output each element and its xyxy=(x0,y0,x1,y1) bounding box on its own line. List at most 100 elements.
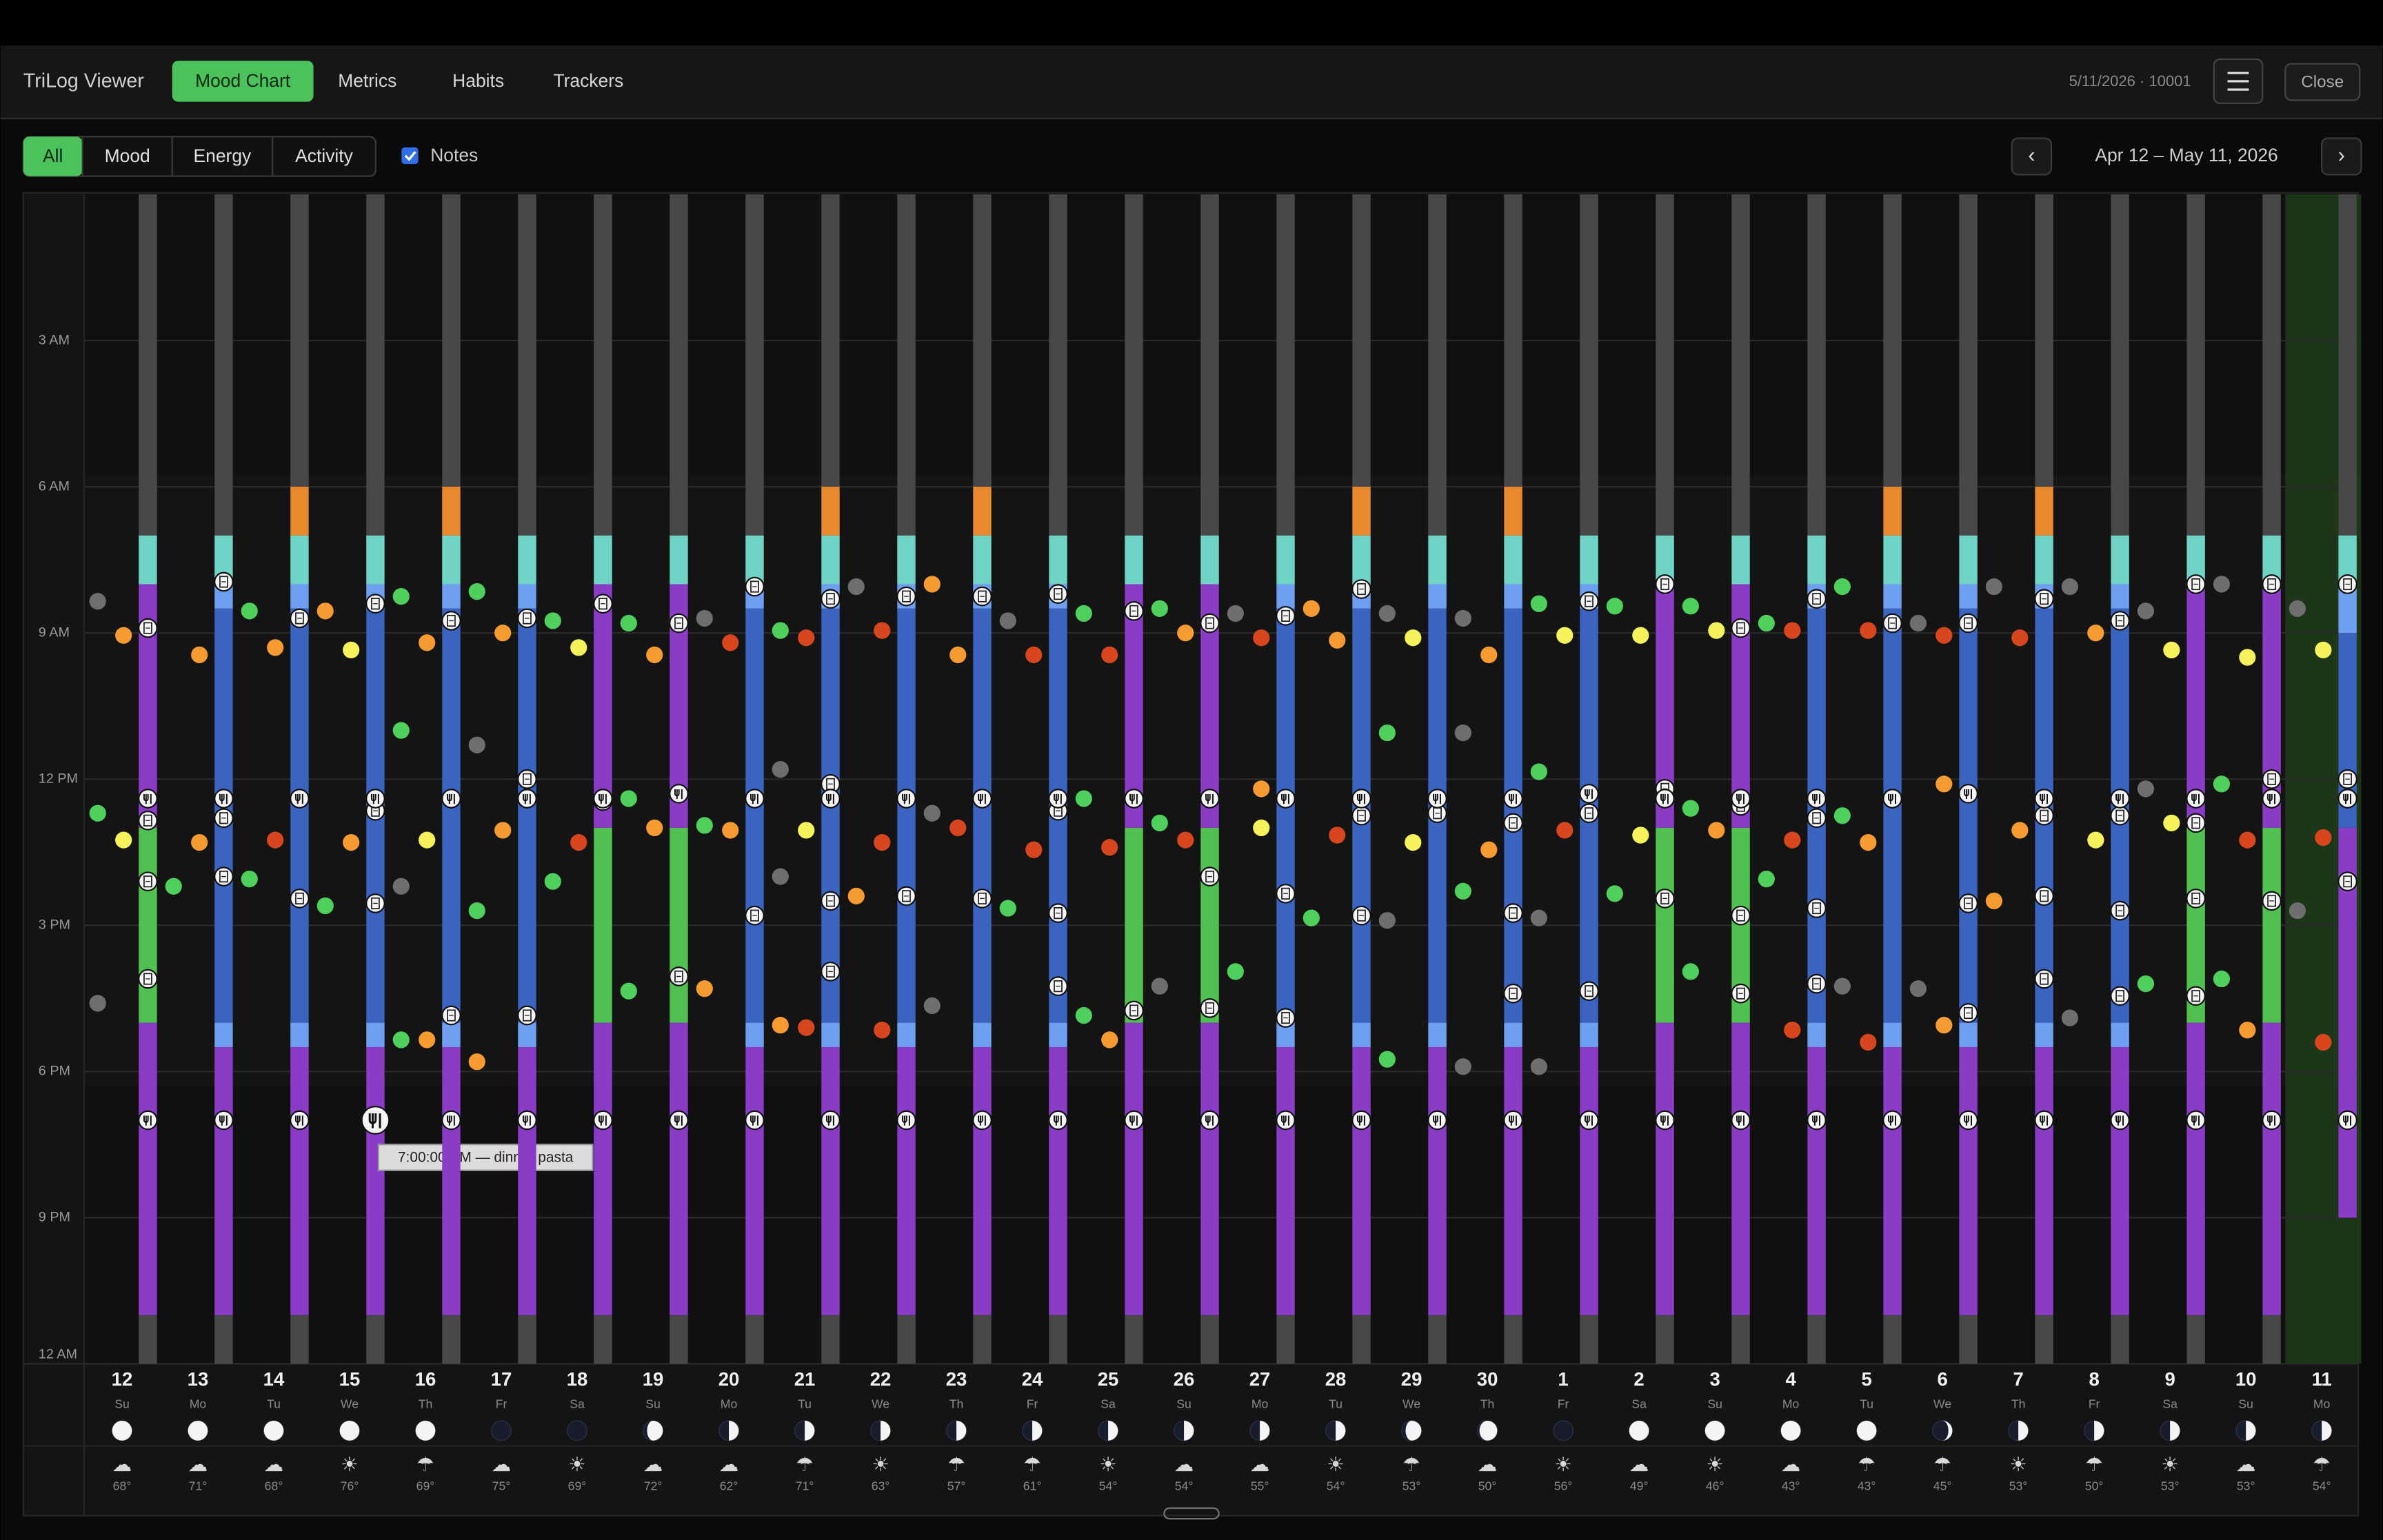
meal-icon[interactable] xyxy=(1579,784,1599,804)
meal-icon[interactable] xyxy=(1731,1110,1751,1131)
meal-icon[interactable] xyxy=(821,789,841,809)
meal-icon[interactable] xyxy=(1351,1110,1371,1131)
meal-icon[interactable] xyxy=(138,789,158,809)
meal-icon[interactable] xyxy=(669,1110,689,1131)
meal-icon[interactable] xyxy=(2186,789,2206,809)
segment xyxy=(366,1315,385,1364)
meal-icon[interactable] xyxy=(2110,789,2130,809)
meal-icon[interactable] xyxy=(1731,789,1751,809)
filter[interactable]: Mood xyxy=(81,136,150,176)
meal-icon[interactable] xyxy=(593,789,613,809)
meal-icon[interactable] xyxy=(1124,789,1144,809)
meal-icon[interactable] xyxy=(441,1110,461,1131)
filter[interactable]: Activity xyxy=(271,136,354,176)
notes-toggle[interactable]: Notes xyxy=(401,145,478,165)
note-doc xyxy=(1736,622,1745,634)
meal-icon[interactable] xyxy=(517,1110,537,1131)
meal-icon[interactable] xyxy=(517,789,537,809)
meal-icon[interactable] xyxy=(290,1110,310,1131)
meal-icon[interactable] xyxy=(1503,1110,1523,1131)
meal-icon[interactable] xyxy=(290,789,310,809)
meal-icon[interactable] xyxy=(593,1110,613,1131)
weather-icon: ☁ xyxy=(643,1452,663,1476)
note-doc xyxy=(1585,595,1593,607)
meal-icon[interactable] xyxy=(1200,789,1220,809)
filter[interactable]: All xyxy=(23,136,83,176)
meal-icon[interactable] xyxy=(1503,789,1523,809)
meal-icon[interactable] xyxy=(669,784,689,804)
prev-button[interactable]: ‹ xyxy=(2011,137,2053,176)
meal-icon[interactable] xyxy=(745,1110,765,1131)
segment xyxy=(973,194,992,487)
meal-icon[interactable] xyxy=(1655,789,1675,809)
filter-label: All xyxy=(43,145,63,166)
meal-icon[interactable] xyxy=(1048,1110,1068,1131)
mood-dot xyxy=(1253,629,1270,647)
mood-dot xyxy=(468,902,485,920)
meal-icon[interactable] xyxy=(1200,1110,1220,1131)
segment xyxy=(2186,194,2205,536)
meal-icon[interactable] xyxy=(1958,784,1978,804)
meal-icon[interactable] xyxy=(214,789,234,809)
tab[interactable]: Trackers xyxy=(553,70,623,91)
note-icon xyxy=(1276,1008,1296,1028)
meal-icon[interactable] xyxy=(2034,1110,2054,1131)
moon xyxy=(870,1420,892,1441)
resize-handle[interactable] xyxy=(1163,1507,1220,1520)
meal-icon[interactable] xyxy=(214,1110,234,1131)
segment xyxy=(1428,584,1447,609)
meal-icon[interactable] xyxy=(365,789,385,809)
meal-icon[interactable] xyxy=(361,1106,390,1135)
meal-icon[interactable] xyxy=(1427,789,1447,809)
segment xyxy=(2035,1315,2053,1364)
meal-icon[interactable] xyxy=(441,789,461,809)
meal-icon[interactable] xyxy=(1048,789,1068,809)
meal-icon[interactable] xyxy=(2262,1110,2282,1131)
meal-icon[interactable] xyxy=(1882,789,1902,809)
meal-icon[interactable] xyxy=(2186,1110,2206,1131)
meal-icon[interactable] xyxy=(972,789,992,809)
meal-icon[interactable] xyxy=(2034,789,2054,809)
meal-icon[interactable] xyxy=(1351,789,1371,809)
temperature: 45° xyxy=(1933,1479,1952,1493)
tab[interactable]: Mood Chart xyxy=(172,61,314,102)
meal-icon[interactable] xyxy=(1655,1110,1675,1131)
segment xyxy=(1731,1022,1750,1315)
meal-icon[interactable] xyxy=(2262,789,2282,809)
meal-icon[interactable] xyxy=(1807,1110,1827,1131)
meal-icon[interactable] xyxy=(896,1110,916,1131)
moon xyxy=(263,1420,284,1441)
meal-icon[interactable] xyxy=(138,1110,158,1131)
meal-icon[interactable] xyxy=(972,1110,992,1131)
meal-icon[interactable] xyxy=(1276,789,1296,809)
meal-icon[interactable] xyxy=(745,789,765,809)
weekday: Fr xyxy=(1558,1397,1569,1411)
next-button[interactable]: › xyxy=(2321,137,2362,176)
tab[interactable]: Habits xyxy=(452,70,504,91)
meal-icon[interactable] xyxy=(1427,1110,1447,1131)
meal-icon[interactable] xyxy=(2110,1110,2130,1131)
close-button[interactable]: Close xyxy=(2284,63,2361,101)
meal-icon[interactable] xyxy=(1807,789,1827,809)
meal-icon[interactable] xyxy=(821,1110,841,1131)
mood-dot xyxy=(2213,970,2231,988)
segment xyxy=(594,1022,612,1315)
note-icon xyxy=(441,611,461,631)
day-column: 5 Tu ☂ 43° xyxy=(1833,194,1902,1493)
meal-icon[interactable] xyxy=(1276,1110,1296,1131)
meal-icon[interactable] xyxy=(1579,1110,1599,1131)
meal-icon[interactable] xyxy=(1124,1110,1144,1131)
menu-button[interactable] xyxy=(2213,58,2264,104)
mood-dot xyxy=(2087,831,2104,849)
tab[interactable]: Metrics xyxy=(338,70,396,91)
meal-icon[interactable] xyxy=(1958,1110,1978,1131)
meal-icon[interactable] xyxy=(2337,1110,2357,1131)
filter[interactable]: Energy xyxy=(171,136,252,176)
mood-dot xyxy=(316,602,334,620)
meal-icon[interactable] xyxy=(896,789,916,809)
meal-icon[interactable] xyxy=(2337,789,2357,809)
weekday: Mo xyxy=(190,1397,207,1411)
segment xyxy=(366,1022,385,1047)
mood-dot xyxy=(874,833,891,851)
meal-icon[interactable] xyxy=(1882,1110,1902,1131)
